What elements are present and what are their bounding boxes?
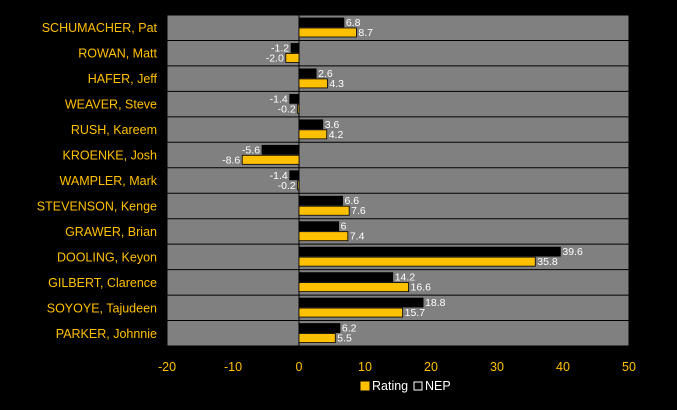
nep-value-label: 2.6: [318, 68, 333, 80]
nep-bar: [298, 119, 324, 130]
rating-bar: [298, 256, 536, 267]
nep-value-label: 3.6: [325, 119, 340, 131]
rating-value-label: 8.7: [358, 27, 373, 39]
category-label: GILBERT, Clarence: [48, 276, 157, 290]
nep-bar: [289, 170, 300, 181]
rating-bar: [298, 231, 349, 242]
nep-value-label: 18.8: [425, 297, 446, 309]
rating-value-label: -8.6: [222, 154, 240, 166]
nep-value-label: -1.4: [270, 170, 288, 182]
category-label: RUSH, Kareem: [71, 123, 157, 137]
x-tick-label: -20: [158, 360, 176, 374]
rating-bar: [298, 78, 328, 89]
nep-bar: [298, 272, 394, 283]
nep-bar: [298, 17, 345, 28]
rating-value-label: 16.6: [411, 282, 432, 294]
nep-value-label: 14.2: [395, 272, 416, 284]
rating-value-label: -0.2: [278, 103, 296, 115]
x-tick-label: 0: [296, 360, 303, 374]
category-label: KROENKE, Josh: [63, 149, 158, 163]
rating-bar: [241, 154, 300, 165]
nep-value-label: -5.6: [242, 144, 260, 156]
category-label: WAMPLER, Mark: [60, 174, 158, 188]
category-label: GRAWER, Brian: [65, 225, 157, 239]
rating-value-label: -0.2: [278, 180, 296, 192]
legend-swatch-rating: [360, 381, 370, 391]
nep-value-label: 6.2: [342, 323, 357, 335]
x-tick-label: 50: [622, 360, 636, 374]
category-label: DOOLING, Keyon: [57, 250, 157, 264]
nep-value-label: 6: [341, 221, 347, 233]
nep-bar: [261, 144, 300, 155]
category-label: HAFER, Jeff: [88, 72, 158, 86]
x-tick-label: 10: [358, 360, 372, 374]
rating-value-label: 7.6: [351, 205, 366, 217]
nep-bar: [298, 246, 561, 257]
nep-bar: [298, 323, 341, 333]
rating-value-label: 5.5: [337, 333, 352, 345]
category-label: SOYOYE, Tajudeen: [47, 301, 157, 315]
rating-bar: [297, 103, 300, 114]
rating-value-label: 15.7: [405, 307, 426, 319]
x-tick-label: 30: [490, 360, 504, 374]
rating-bar: [298, 307, 404, 318]
category-label: ROWAN, Matt: [78, 47, 157, 61]
rating-value-label: -2.0: [266, 52, 284, 64]
category-label: STEVENSON, Kenge: [37, 199, 157, 213]
nep-bar: [289, 93, 300, 104]
x-tick-label: -10: [224, 360, 242, 374]
legend-swatch-nep: [413, 381, 423, 391]
nep-value-label: 6.6: [345, 195, 360, 207]
nep-value-label: -1.2: [271, 42, 289, 54]
nep-value-label: 39.6: [562, 246, 583, 258]
rating-bar: [298, 129, 328, 140]
rating-bar: [298, 333, 336, 343]
nep-value-label: -1.4: [270, 93, 288, 105]
nep-bar: [290, 43, 300, 53]
nep-bar: [298, 195, 343, 206]
rating-bar: [298, 282, 409, 293]
rating-value-label: 4.3: [329, 78, 344, 90]
x-tick-label: 40: [556, 360, 570, 374]
plot-area: [167, 15, 629, 346]
category-label: WEAVER, Steve: [65, 98, 157, 112]
rating-bar: [297, 180, 300, 191]
category-label: PARKER, Johnnie: [56, 327, 157, 341]
nep-bar: [298, 221, 339, 232]
rating-value-label: 35.8: [537, 256, 558, 268]
rating-bar: [298, 205, 350, 216]
nep-value-label: 6.8: [346, 17, 361, 29]
plot-border: [166, 14, 630, 347]
category-label: SCHUMACHER, Pat: [42, 21, 158, 35]
nep-bar: [298, 297, 424, 308]
rating-value-label: 4.2: [329, 129, 344, 141]
rating-bar: [298, 27, 357, 38]
rating-value-label: 7.4: [350, 231, 365, 243]
legend-label-nep: NEP: [425, 379, 451, 393]
x-tick-label: 20: [424, 360, 438, 374]
rating-bar: [285, 53, 300, 63]
nep-bar: [298, 68, 317, 79]
legend-label-rating: Rating: [372, 379, 408, 393]
